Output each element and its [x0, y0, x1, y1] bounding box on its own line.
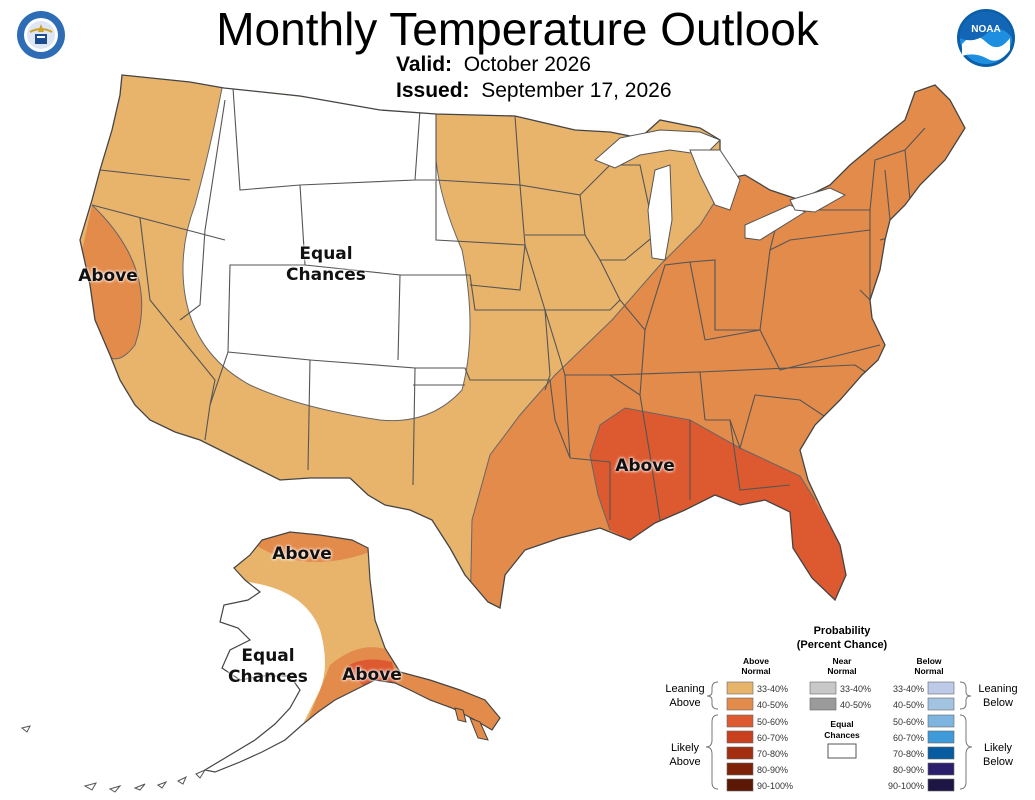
alaska-south-above-label: Above	[342, 665, 402, 685]
legend-below-swatch	[927, 714, 955, 728]
legend-above-swatch	[726, 681, 754, 695]
legend-likely-above-line2: Above	[669, 756, 700, 768]
lake-erie	[744, 204, 807, 241]
lake-michigan	[647, 164, 673, 261]
legend-below-header-line1: Below	[916, 656, 941, 666]
legend-near-label: 33-40%	[840, 684, 871, 694]
alaska-equal-line2: Chances	[228, 667, 308, 687]
legend-likely-above-brace	[705, 714, 719, 790]
legend-leaning-above-line1: Leaning	[665, 683, 704, 695]
issued-label: Issued:	[396, 79, 470, 102]
conus-equal-line2: Chances	[286, 265, 366, 285]
legend-above-label: 80-90%	[757, 765, 788, 775]
legend-below-label: 70-80%	[893, 749, 924, 759]
issued-value: September 17, 2026	[481, 79, 672, 102]
alaska-north-above-label: Above	[272, 544, 332, 564]
noaa-logo-text: NOAA	[971, 24, 1000, 35]
legend-below-swatch	[927, 697, 955, 711]
legend-below-swatch	[927, 762, 955, 776]
issued-line: Issued: September 17, 2026	[396, 79, 672, 103]
legend-leaning-below-line1: Leaning	[978, 683, 1017, 695]
legend-leaning-above-brace	[706, 681, 719, 710]
legend-near-swatch	[809, 681, 837, 695]
legend-above-label: 50-60%	[757, 717, 788, 727]
legend-below-label: 33-40%	[893, 684, 924, 694]
legend-below-swatch	[927, 681, 955, 695]
legend-above-label: 40-50%	[757, 700, 788, 710]
legend-above-header-line2: Normal	[741, 666, 770, 676]
legend-leaning-below-line2: Below	[983, 697, 1013, 709]
legend: Probability (Percent Chance) Above Norma…	[665, 625, 1018, 792]
legend-near-header-line1: Near	[833, 656, 853, 666]
legend-below-label: 40-50%	[893, 700, 924, 710]
valid-label: Valid:	[396, 53, 453, 76]
legend-above-label: 33-40%	[757, 684, 788, 694]
valid-value: October 2026	[463, 53, 591, 76]
legend-equal-chances-line1: Equal	[830, 719, 853, 729]
legend-near-header-line2: Normal	[827, 666, 856, 676]
southeast-above-label: Above	[615, 456, 675, 476]
legend-title-line2: (Percent Chance)	[797, 639, 888, 651]
department-of-commerce-seal-icon	[17, 11, 65, 59]
legend-likely-above-line1: Likely	[671, 742, 700, 754]
legend-leaning-above-line2: Above	[669, 697, 700, 709]
legend-near-label: 40-50%	[840, 700, 871, 710]
state-borders	[91, 87, 926, 521]
noaa-logo-icon: NOAA	[957, 9, 1015, 67]
alaska-panhandle-islands	[454, 707, 489, 741]
legend-below-swatch	[927, 730, 955, 744]
legend-leaning-below-brace	[959, 681, 972, 710]
legend-below-label: 60-70%	[893, 733, 924, 743]
legend-likely-below-brace	[959, 714, 973, 790]
conus-equal-line1: Equal	[299, 244, 353, 264]
legend-above-swatches: 33-40% 40-50% 50-60% 60-70% 70-80% 80-90% 90-1…	[726, 681, 793, 792]
legend-below-swatch	[927, 778, 955, 792]
legend-above-label: 90-100%	[757, 781, 793, 791]
lake-huron	[689, 149, 741, 211]
alaska-equal-chances-label: Equal Chances	[228, 646, 308, 688]
legend-above-header-line1: Above	[743, 656, 769, 666]
legend-below-label: 90-100%	[888, 781, 924, 791]
legend-above-swatch	[726, 730, 754, 744]
legend-likely-below-line2: Below	[983, 756, 1013, 768]
legend-above-label: 60-70%	[757, 733, 788, 743]
legend-above-swatch	[726, 778, 754, 792]
west-coast-above-label: Above	[78, 266, 138, 286]
legend-above-swatch	[726, 746, 754, 760]
legend-above-swatch	[726, 697, 754, 711]
legend-likely-below-line1: Likely	[984, 742, 1013, 754]
legend-equal-chances-swatch	[827, 743, 857, 759]
legend-below-label: 50-60%	[893, 717, 924, 727]
lake-superior	[594, 129, 721, 169]
legend-below-swatch	[927, 746, 955, 760]
legend-equal-chances-line2: Chances	[824, 730, 860, 740]
page-title: Monthly Temperature Outlook	[216, 3, 819, 55]
lake-ontario	[789, 187, 847, 213]
legend-below-header-line2: Normal	[914, 666, 943, 676]
legend-above-swatch	[726, 714, 754, 728]
aleutian-islands	[20, 725, 207, 793]
alaska-equal-line1: Equal	[241, 646, 295, 666]
legend-below-label: 80-90%	[893, 765, 924, 775]
legend-below-swatches: 33-40% 40-50% 50-60% 60-70% 70-80% 80-90% 90-1…	[888, 681, 955, 792]
legend-above-label: 70-80%	[757, 749, 788, 759]
legend-above-swatch	[726, 762, 754, 776]
conus-equal-chances-label: Equal Chances	[286, 244, 366, 286]
legend-near-swatch	[809, 697, 837, 711]
great-lakes	[594, 129, 847, 261]
legend-near-swatches: 33-40% 40-50%	[809, 681, 871, 711]
legend-title-line1: Probability	[814, 625, 872, 637]
valid-line: Valid: October 2026	[396, 53, 591, 77]
